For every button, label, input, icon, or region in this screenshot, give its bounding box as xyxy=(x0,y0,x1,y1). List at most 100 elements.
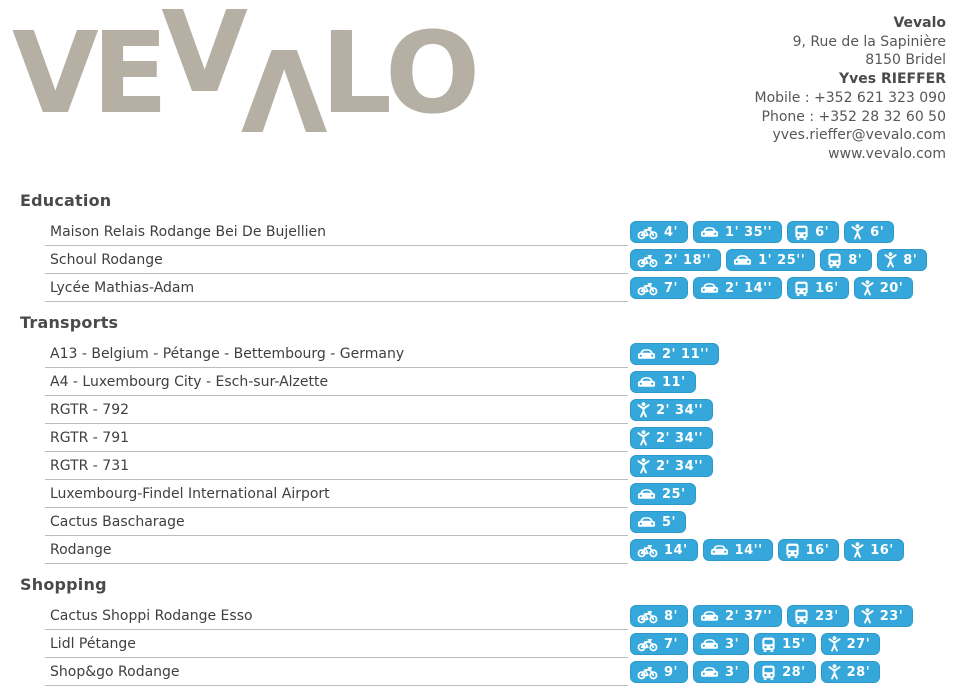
travel-times: 7' 2' 14'' 16' 20' xyxy=(630,277,914,299)
poi-name: Shop&go Rodange xyxy=(45,658,628,686)
walk-icon xyxy=(828,664,841,680)
car-icon xyxy=(700,637,719,651)
car-time-badge: 2' 11'' xyxy=(630,343,720,365)
bike-time-badge: 2' 18'' xyxy=(630,249,722,271)
walk-time-badge: 28' xyxy=(820,661,881,683)
bus-icon xyxy=(827,253,842,268)
travel-times: 8' 2' 37'' 23' 23' xyxy=(630,605,914,627)
contact-website: www.vevalo.com xyxy=(828,145,946,162)
time-value: 1' 25'' xyxy=(758,252,806,268)
poi-row: Schoul Rodange 2' 18'' 1' 25'' 8' 8' xyxy=(45,246,949,274)
car-icon xyxy=(733,253,752,267)
poi-row: Cactus Bascharage 5' xyxy=(45,508,949,536)
travel-times: 4' 1' 35'' 6' 6' xyxy=(630,221,895,243)
car-icon xyxy=(637,347,656,361)
bike-icon xyxy=(637,637,658,652)
walk-time-badge: 2' 34'' xyxy=(630,399,714,421)
time-value: 2' 34'' xyxy=(656,430,704,446)
travel-times: 11' xyxy=(630,371,696,393)
time-value: 28' xyxy=(782,664,806,680)
bus-time-badge: 16' xyxy=(787,277,849,299)
car-icon xyxy=(700,225,719,239)
car-time-badge: 1' 35'' xyxy=(693,221,783,243)
contact-block: Vevalo 9, Rue de la Sapinière 8150 Bride… xyxy=(754,14,946,164)
bike-time-badge: 7' xyxy=(630,633,689,655)
time-value: 23' xyxy=(815,608,839,624)
time-value: 15' xyxy=(782,636,806,652)
bus-icon xyxy=(761,637,776,652)
poi-row: Lycée Mathias-Adam 7' 2' 14'' 16' 20' xyxy=(45,274,949,302)
time-value: 8' xyxy=(664,608,679,624)
poi-name: Rodange xyxy=(45,536,628,564)
bus-icon xyxy=(785,543,800,558)
walk-icon xyxy=(637,458,650,474)
bike-time-badge: 4' xyxy=(630,221,689,243)
travel-times: 14' 14'' 16' 16' xyxy=(630,539,904,561)
section-education: Education Maison Relais Rodange Bei De Bu… xyxy=(20,190,949,302)
section-title: Shopping xyxy=(20,575,107,594)
bike-icon xyxy=(637,609,658,624)
poi-name: Schoul Rodange xyxy=(45,246,628,274)
poi-name: Luxembourg-Findel International Airport xyxy=(45,480,628,508)
time-value: 7' xyxy=(664,636,679,652)
walk-time-badge: 27' xyxy=(820,633,881,655)
time-value: 14'' xyxy=(734,542,763,558)
time-value: 6' xyxy=(815,224,830,240)
car-time-badge: 14'' xyxy=(702,539,773,561)
vevalo-logo: VEVΛLO xyxy=(12,0,480,150)
contact-mobile: Mobile : +352 621 323 090 xyxy=(754,89,946,106)
walk-time-badge: 2' 34'' xyxy=(630,455,714,477)
walk-icon xyxy=(637,430,650,446)
walk-icon xyxy=(851,224,864,240)
bus-time-badge: 28' xyxy=(754,661,816,683)
bike-icon xyxy=(637,281,658,296)
car-time-badge: 2' 37'' xyxy=(693,605,783,627)
poi-row: RGTR - 791 2' 34'' xyxy=(45,424,949,452)
time-value: 16' xyxy=(815,280,839,296)
bus-icon xyxy=(794,281,809,296)
car-icon xyxy=(700,281,719,295)
car-time-badge: 3' xyxy=(693,661,750,683)
bike-time-badge: 8' xyxy=(630,605,689,627)
poi-name: Lidl Pétange xyxy=(45,630,628,658)
time-value: 2' 37'' xyxy=(725,608,773,624)
bike-icon xyxy=(637,665,658,680)
logo-letter: V xyxy=(12,9,99,139)
poi-row: Lidl Pétange 7' 3' 15' 27' xyxy=(45,630,949,658)
walk-icon xyxy=(851,542,864,558)
logo-letter: O xyxy=(384,9,480,139)
contact-address-line2: 8150 Bridel xyxy=(865,52,946,69)
logo-letter: L xyxy=(320,9,392,139)
travel-times: 5' xyxy=(630,511,687,533)
car-time-badge: 2' 14'' xyxy=(693,277,783,299)
poi-row: Shop&go Rodange 9' 3' 28' 28' xyxy=(45,658,949,686)
car-icon xyxy=(637,515,656,529)
time-value: 14' xyxy=(664,542,688,558)
poi-name: Maison Relais Rodange Bei De Bujellien xyxy=(45,218,628,246)
travel-times: 2' 11'' xyxy=(630,343,720,365)
time-value: 2' 34'' xyxy=(656,402,704,418)
bike-time-badge: 14' xyxy=(630,539,698,561)
time-value: 8' xyxy=(848,252,863,268)
time-value: 16' xyxy=(870,542,894,558)
contact-email: yves.rieffer@vevalo.com xyxy=(772,127,946,144)
car-time-badge: 11' xyxy=(630,371,696,393)
time-value: 7' xyxy=(664,280,679,296)
walk-time-badge: 6' xyxy=(844,221,895,243)
car-time-badge: 25' xyxy=(630,483,696,505)
time-value: 8' xyxy=(903,252,918,268)
bus-time-badge: 6' xyxy=(787,221,840,243)
time-value: 3' xyxy=(725,664,740,680)
poi-name: RGTR - 791 xyxy=(45,424,628,452)
time-value: 2' 18'' xyxy=(664,252,712,268)
bus-time-badge: 8' xyxy=(820,249,873,271)
time-value: 16' xyxy=(805,542,830,558)
travel-times: 25' xyxy=(630,483,696,505)
contact-person: Yves RIEFFER xyxy=(839,71,946,88)
time-value: 28' xyxy=(846,664,871,680)
section-transports: Transports A13 - Belgium - Pétange - Bett… xyxy=(20,312,949,564)
car-icon xyxy=(637,487,656,501)
poi-row: Maison Relais Rodange Bei De Bujellien 4… xyxy=(45,218,949,246)
contact-phone: Phone : +352 28 32 60 50 xyxy=(761,108,947,125)
time-value: 23' xyxy=(879,608,904,624)
